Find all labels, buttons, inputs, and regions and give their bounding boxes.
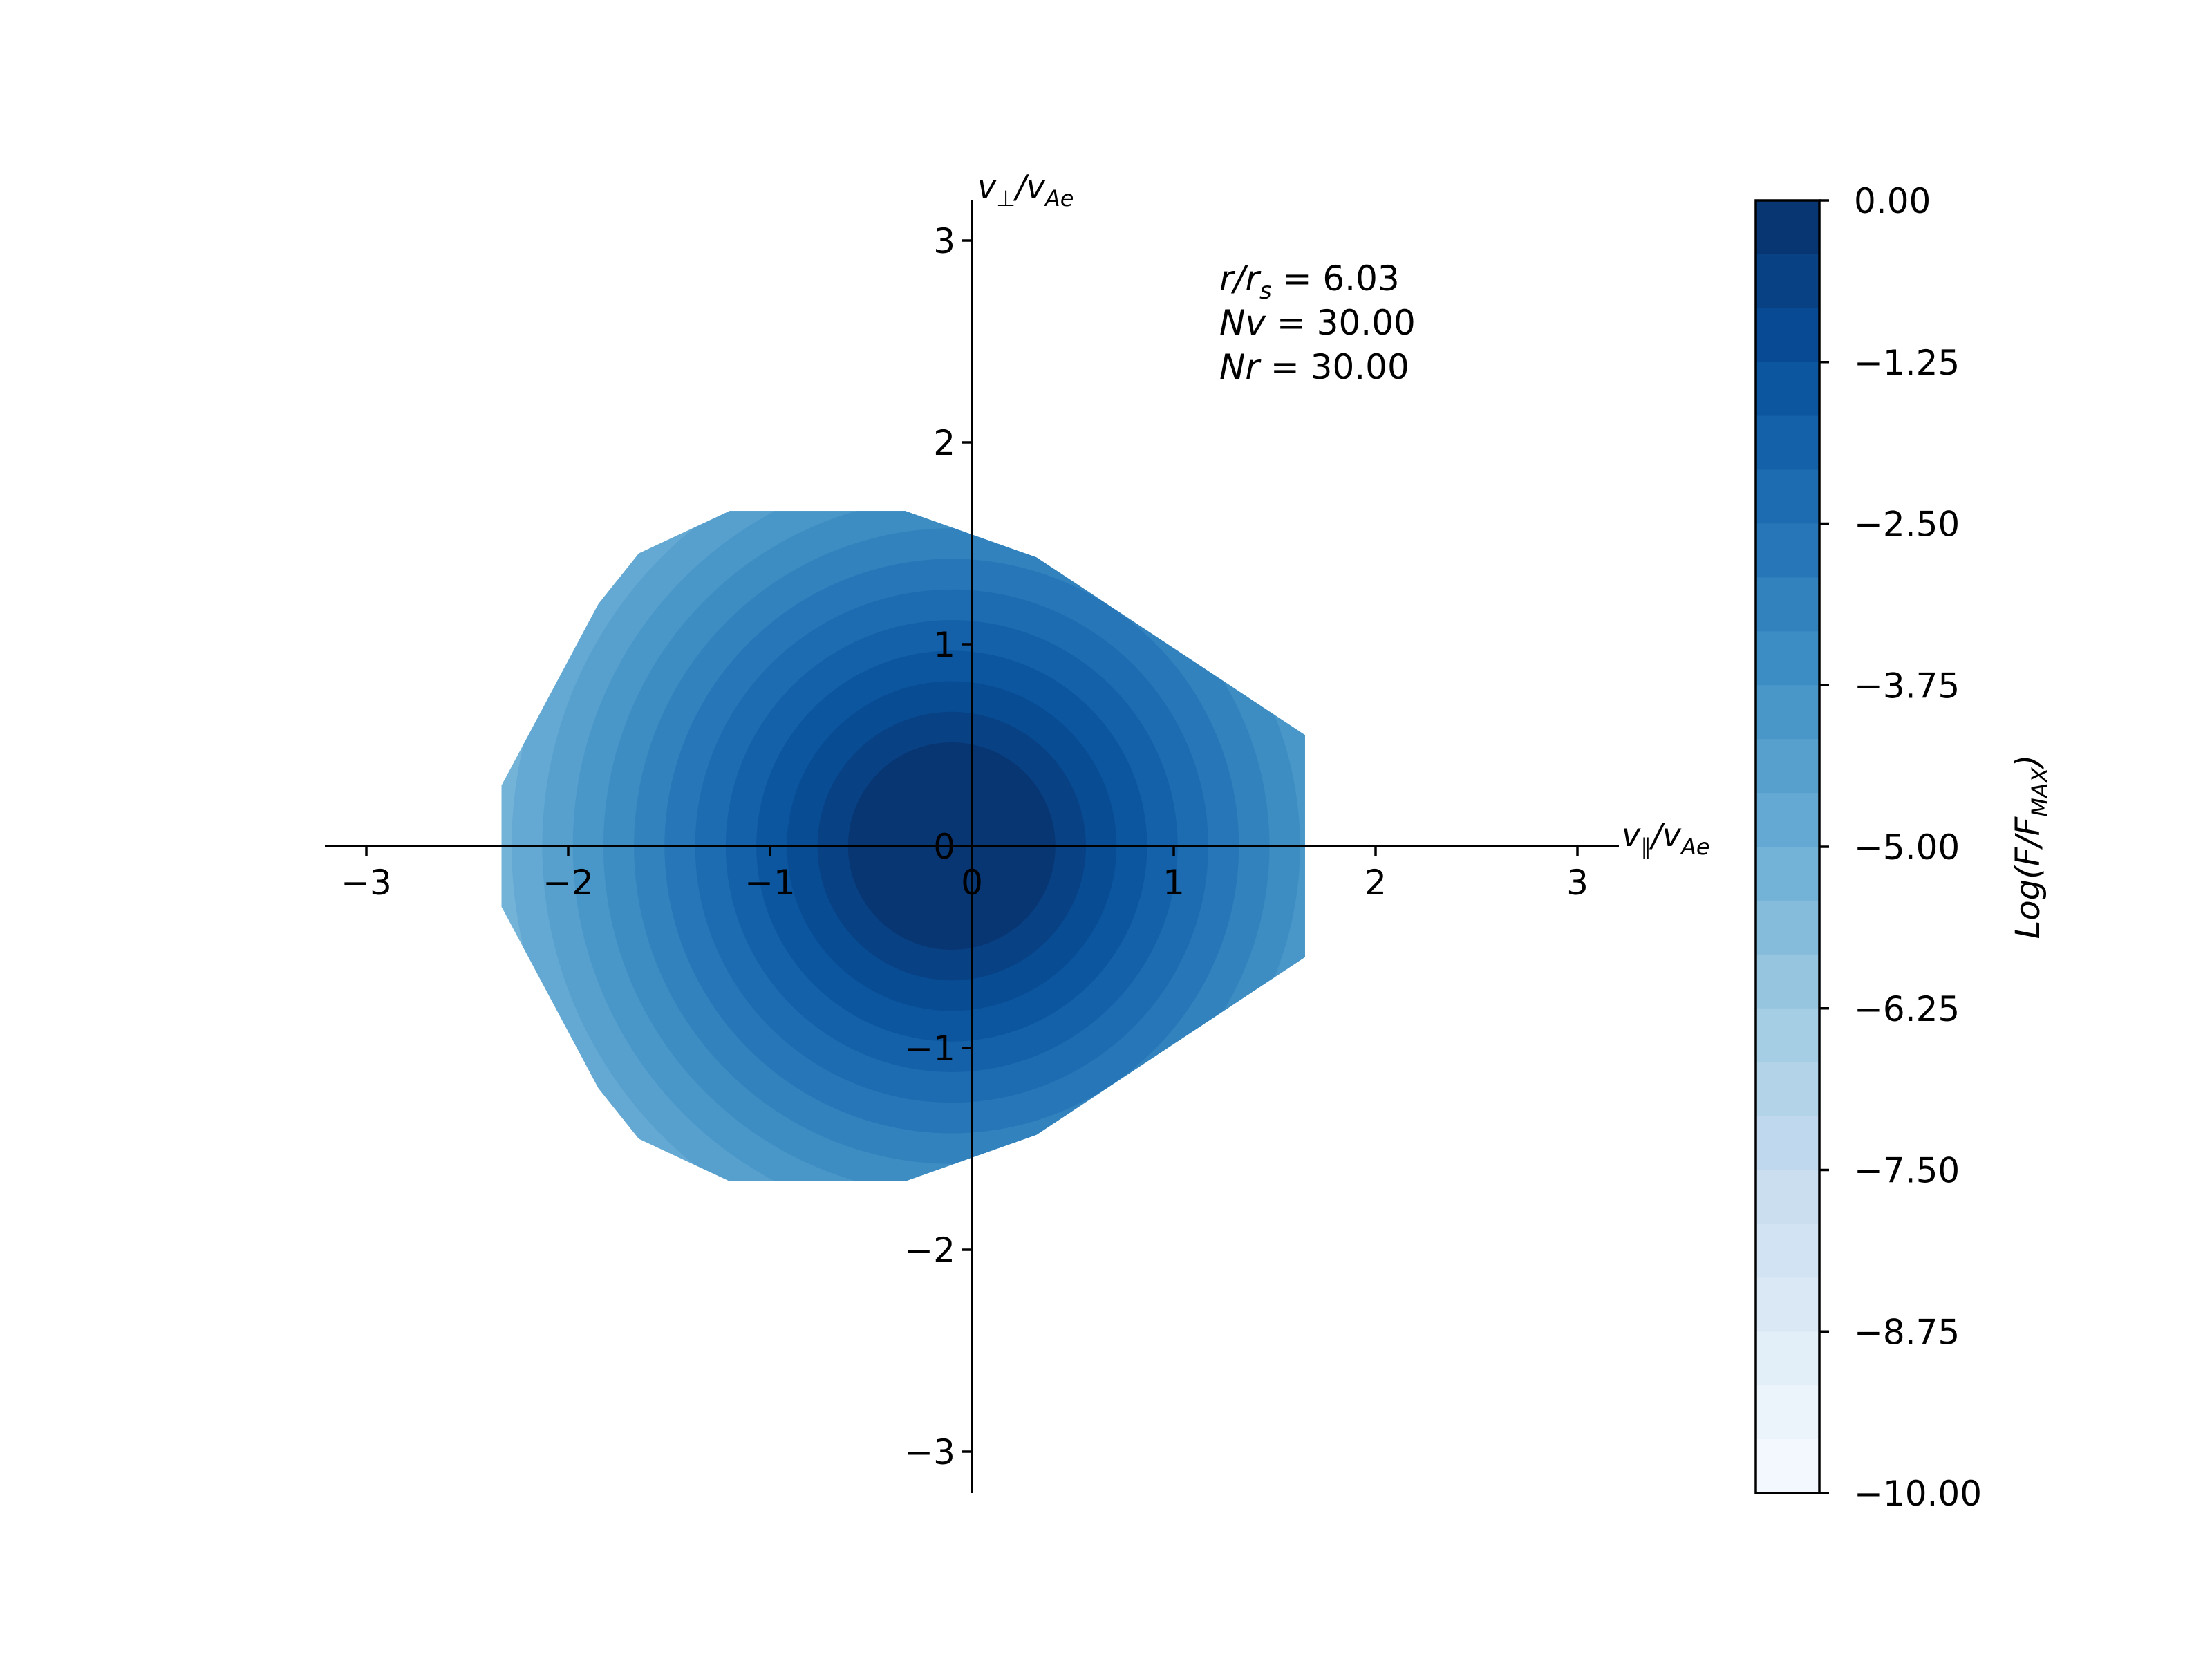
colorbar-segment — [1756, 1439, 1819, 1494]
colorbar-segment — [1756, 900, 1819, 955]
annotation-nv: Nv = 30.00 — [1219, 303, 1416, 343]
annotation-radius: r/rs = 6.03 — [1219, 259, 1400, 305]
x-tick-label: −2 — [543, 863, 594, 903]
colorbar-segment — [1756, 954, 1819, 1009]
y-axis-label: v⊥/vAe — [977, 168, 1074, 212]
colorbar-segment — [1756, 739, 1819, 794]
colorbar-segment — [1756, 254, 1819, 309]
x-tick-label: 1 — [1163, 863, 1185, 903]
annotation-nr: Nr = 30.00 — [1219, 347, 1409, 387]
x-tick-label: 3 — [1566, 863, 1588, 903]
colorbar-tick-label: −6.25 — [1854, 989, 1960, 1029]
colorbar-tick-label: −8.75 — [1854, 1312, 1960, 1352]
colorbar-segment — [1756, 1277, 1819, 1332]
colorbar-tick-label: 0.00 — [1854, 181, 1931, 221]
colorbar-segment — [1756, 1331, 1819, 1386]
y-tick-label: 1 — [933, 625, 955, 665]
colorbar-tick-label: −10.00 — [1854, 1474, 1982, 1514]
x-tick-label: 0 — [961, 863, 983, 903]
colorbar-ticks: 0.00 −1.25 −2.50 −3.75 −5.00 −6.25 −7.50 −8.75 −… — [1819, 181, 1982, 1514]
colorbar-tick-label: −3.75 — [1854, 666, 1960, 706]
x-tick-label: −1 — [744, 863, 796, 903]
colorbar-tick-label: −2.50 — [1854, 505, 1960, 545]
colorbar-segment — [1756, 200, 1819, 255]
colorbar-segment — [1756, 685, 1819, 740]
colorbar-segment — [1756, 469, 1819, 525]
y-tick-label: 3 — [933, 221, 955, 261]
colorbar-segment — [1756, 308, 1819, 363]
colorbar-segment — [1756, 793, 1819, 847]
colorbar-label: Log(F/FMAX) — [2009, 755, 2053, 939]
colorbar-tick-label: −5.00 — [1854, 827, 1960, 868]
colorbar-segment — [1756, 523, 1819, 579]
colorbar-tick-label: −7.50 — [1854, 1151, 1960, 1191]
x-tick-label: −3 — [341, 863, 392, 903]
colorbar-segment — [1756, 1385, 1819, 1440]
x-tick-label: 2 — [1365, 863, 1387, 903]
y-tick-label: −1 — [904, 1029, 955, 1069]
colorbar-segment — [1756, 577, 1819, 632]
colorbar-segment — [1756, 1170, 1819, 1225]
y-axis-ticks: 3 2 1 0 −1 −2 −3 — [904, 221, 972, 1472]
colorbar-tick-label: −1.25 — [1854, 343, 1960, 383]
y-tick-label: 0 — [933, 827, 955, 867]
colorbar-segment — [1756, 1116, 1819, 1171]
x-axis-ticks: −3 −2 −1 0 1 2 3 — [341, 846, 1588, 903]
colorbar-segment — [1756, 415, 1819, 471]
y-tick-label: 2 — [933, 423, 955, 463]
x-axis-label: v∥/vAe — [1622, 816, 1710, 860]
colorbar-segment — [1756, 1224, 1819, 1278]
colorbar-segment — [1756, 362, 1819, 417]
colorbar-segment — [1756, 847, 1819, 901]
colorbar-segment — [1756, 631, 1819, 686]
y-tick-label: −3 — [904, 1432, 955, 1472]
annotation-block: r/rs = 6.03 Nv = 30.00 Nr = 30.00 — [1219, 259, 1416, 387]
y-tick-label: −2 — [904, 1230, 955, 1271]
colorbar-segment — [1756, 1062, 1819, 1117]
colorbar-segment — [1756, 1008, 1819, 1063]
colorbar — [1756, 200, 1819, 1494]
